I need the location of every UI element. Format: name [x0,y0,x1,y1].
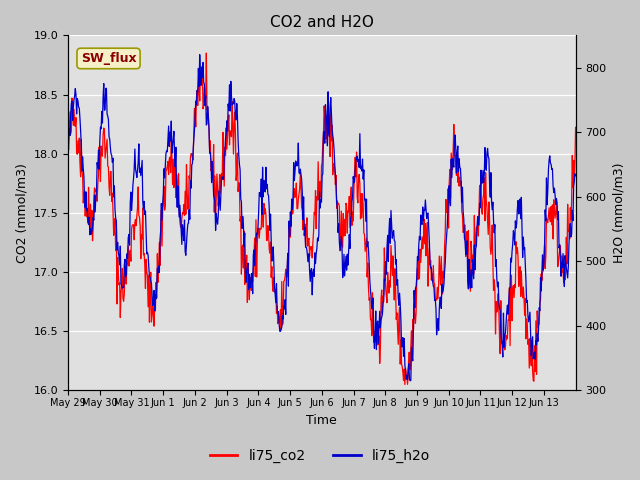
li75_h2o [262,164,269,170]
li75_co2 [64,144,72,150]
li75_h2o [124,255,131,261]
Y-axis label: H2O (mmol/m3): H2O (mmol/m3) [612,163,625,263]
Legend: li75_co2, li75_h2o: li75_co2, li75_h2o [204,443,436,468]
li75_h2o [572,173,579,179]
li75_h2o [218,175,225,181]
li75_co2 [404,382,412,387]
Line: li75_h2o: li75_h2o [68,55,575,381]
li75_co2 [124,262,131,267]
li75_co2 [401,382,409,387]
li75_h2o [403,373,411,379]
li75_h2o [374,340,382,346]
li75_co2 [202,50,210,56]
Line: li75_co2: li75_co2 [68,53,575,384]
li75_co2 [374,340,382,346]
li75_co2 [572,124,579,130]
li75_co2 [262,211,269,217]
li75_co2 [243,252,250,258]
X-axis label: Time: Time [307,414,337,427]
Title: CO2 and H2O: CO2 and H2O [270,15,374,30]
li75_h2o [243,267,250,273]
Text: SW_flux: SW_flux [81,52,136,65]
Y-axis label: CO2 (mmol/m3): CO2 (mmol/m3) [15,163,28,263]
li75_h2o [406,378,414,384]
li75_co2 [218,171,225,177]
li75_h2o [196,52,204,58]
li75_h2o [64,162,72,168]
